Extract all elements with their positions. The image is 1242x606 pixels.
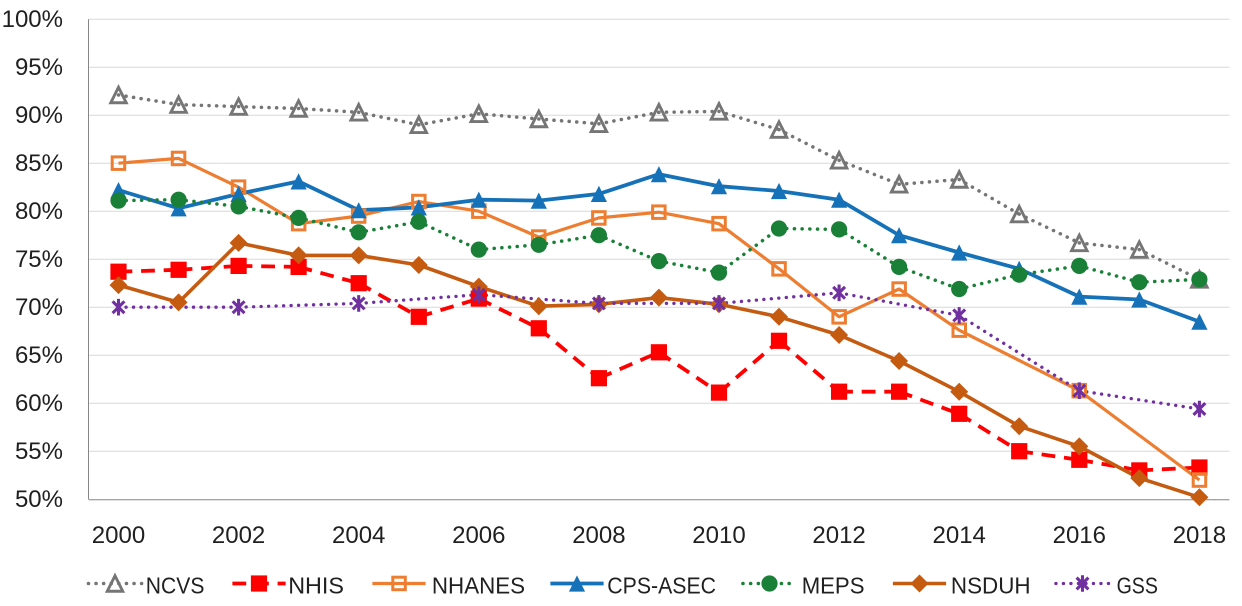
svg-text:NHIS: NHIS — [288, 573, 344, 599]
svg-text:2002: 2002 — [212, 522, 265, 549]
svg-text:95%: 95% — [15, 54, 63, 81]
svg-text:2000: 2000 — [92, 522, 145, 549]
svg-text:2012: 2012 — [812, 522, 865, 549]
svg-text:65%: 65% — [15, 342, 63, 369]
svg-text:GSS: GSS — [1117, 573, 1158, 599]
svg-text:50%: 50% — [15, 486, 63, 513]
svg-text:2004: 2004 — [332, 522, 385, 549]
svg-text:2018: 2018 — [1173, 522, 1226, 549]
svg-text:MEPS: MEPS — [802, 573, 865, 599]
svg-text:90%: 90% — [15, 102, 63, 129]
svg-text:80%: 80% — [15, 198, 63, 225]
svg-text:85%: 85% — [15, 150, 63, 177]
svg-text:2010: 2010 — [692, 522, 745, 549]
svg-text:2008: 2008 — [572, 522, 625, 549]
svg-text:NHANES: NHANES — [432, 573, 525, 599]
svg-text:2006: 2006 — [452, 522, 505, 549]
svg-text:2014: 2014 — [933, 522, 986, 549]
svg-text:100%: 100% — [2, 6, 63, 33]
svg-text:75%: 75% — [15, 246, 63, 273]
svg-text:55%: 55% — [15, 438, 63, 465]
svg-text:70%: 70% — [15, 294, 63, 321]
svg-text:60%: 60% — [15, 390, 63, 417]
svg-text:NCVS: NCVS — [146, 573, 205, 599]
svg-text:CPS-ASEC: CPS-ASEC — [607, 573, 716, 599]
svg-text:2016: 2016 — [1053, 522, 1106, 549]
svg-text:NSDUH: NSDUH — [951, 573, 1031, 599]
